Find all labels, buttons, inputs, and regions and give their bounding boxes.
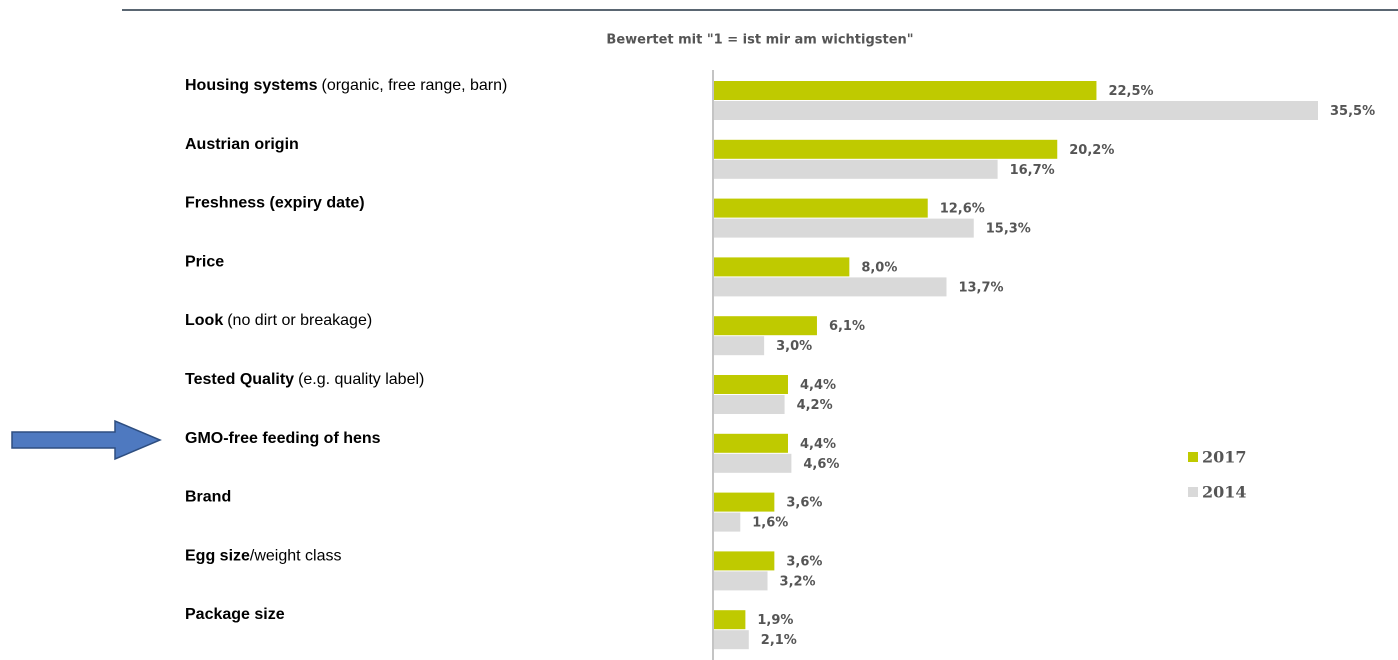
category-label: Austrian origin [185,136,299,153]
category-part: GMO-free feeding of hens [185,430,381,447]
category-part: Tested Quality [185,371,294,388]
value-label: 16,7% [1010,163,1055,178]
bar [714,198,928,218]
category-part: (no dirt or breakage) [227,312,372,329]
value-label: 3,0% [776,339,812,354]
value-label: 3,6% [786,554,822,569]
value-label: 1,6% [752,516,788,531]
value-label: 3,6% [786,496,822,511]
category-label: Tested Quality (e.g. quality label) [185,371,424,388]
bar [714,395,785,414]
value-label: 8,0% [861,260,897,275]
bar [714,81,1097,100]
value-label: 6,1% [829,319,865,334]
legend-swatch [1188,452,1198,462]
value-label: 4,4% [800,378,836,393]
bar [714,316,817,336]
category-part: Austrian origin [185,136,299,153]
value-label: 12,6% [940,202,985,217]
bar [714,610,746,630]
legend-label: 2014 [1202,483,1247,502]
category-label: Look (no dirt or breakage) [185,312,372,329]
category-label: Egg size/weight class [185,548,342,565]
bar [714,571,768,591]
category-part: Freshness (expiry date) [185,195,365,212]
value-label: 13,7% [958,280,1003,295]
category-label: Freshness (expiry date) [185,195,365,212]
category-part: Look [185,312,223,329]
category-part: Housing systems [185,77,318,94]
legend-swatch [1188,487,1198,497]
bar [714,277,947,297]
category-label: GMO-free feeding of hens [185,430,381,447]
category-label: Housing systems (organic, free range, bar… [185,77,507,94]
bar [714,512,741,532]
value-label: 4,4% [800,437,836,452]
value-label: 35,5% [1330,104,1375,119]
bar [714,139,1058,159]
category-part: Price [185,254,224,271]
arrow [11,419,162,461]
category-label: Price [185,254,224,271]
category-label: Package size [185,606,285,623]
category-part: Egg size [185,548,250,565]
category-part: /weight class [250,548,342,565]
category-part: Brand [185,489,231,506]
chart-subtitle: Bewertet mit "1 = ist mir am wichtigsten… [606,33,913,48]
value-label: 4,6% [803,457,839,472]
category-label: Brand [185,489,231,506]
value-label: 22,5% [1108,84,1153,99]
category-part: Package size [185,606,285,623]
value-label: 3,2% [780,574,816,589]
value-label: 4,2% [797,398,833,413]
value-label: 2,1% [761,633,797,648]
bar [714,159,998,179]
bar [714,630,749,650]
bar [714,453,792,473]
value-label: 1,9% [757,613,793,628]
category-part: (organic, free range, barn) [321,77,507,94]
bar [714,336,765,356]
category-part: (e.g. quality label) [298,371,424,388]
bar [714,433,788,453]
value-label: 15,3% [986,222,1031,237]
bar [714,551,775,571]
bar [714,218,974,238]
bar [714,101,1318,120]
legend-label: 2017 [1202,448,1247,467]
value-label: 20,2% [1069,143,1114,158]
bar [714,375,788,394]
bar [714,257,850,277]
bar [714,492,775,512]
